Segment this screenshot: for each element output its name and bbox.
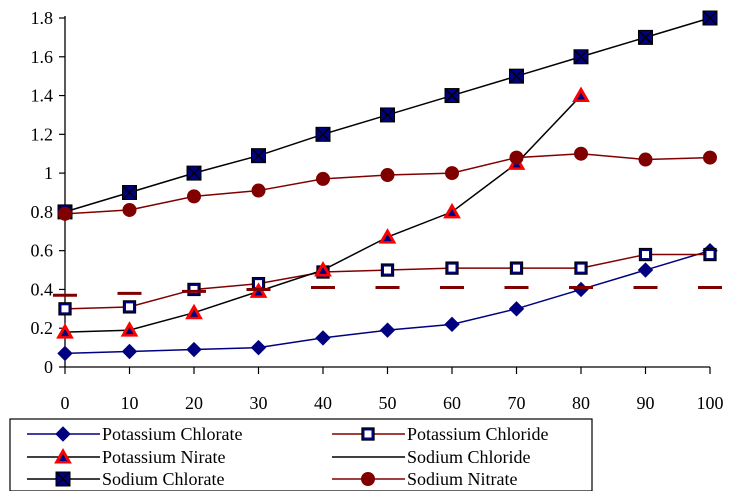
y-tick-label: 0.2 [31,318,54,338]
data-point-potassium-nirate [314,261,332,277]
data-point-sodium-nitrate [251,183,266,198]
series-line-sodium-nitrate [64,152,711,215]
series-lines [64,17,711,355]
y-tick-labels: 0 0.2 0.4 0.6 0.8 1 1.2 1.4 1.6 1.8 [31,8,54,377]
data-point-potassium-nirate [120,321,139,337]
legend-entry-potassium-nirate: Potassium Nirate [27,447,226,467]
legend-label: Potassium Chloride [407,424,549,444]
data-point-potassium-nirate [378,228,397,244]
data-point-potassium-chlorate [637,262,654,278]
data-point-potassium-chlorate [250,339,267,356]
data-point-potassium-nirate [56,323,74,339]
x-tick-label: 80 [572,393,590,413]
series-markers [53,10,722,362]
legend-entry-sodium-nitrate: Sodium Nitrate [332,469,518,489]
legend-marker [54,447,72,464]
x-tick-label: 60 [443,393,461,413]
data-point-potassium-chlorate [573,281,589,298]
data-point-sodium-chlorate [638,29,653,45]
data-point-sodium-chlorate [122,185,137,200]
axes-group [59,16,711,374]
data-point-sodium-chlorate [702,10,718,26]
data-point-sodium-nitrate [122,202,137,217]
data-point-potassium-nirate [572,86,590,103]
data-point-potassium-chloride [638,247,653,262]
x-tick-labels: 0 10 20 30 40 50 60 70 80 90 100 [61,393,724,413]
y-tick-label: 0.4 [31,279,54,299]
legend-label: Potassium Nirate [102,447,226,467]
data-point-potassium-chloride [122,300,137,314]
y-tick-label: 1.6 [31,47,54,67]
data-point-potassium-nirate [443,202,461,219]
data-point-potassium-chloride [574,261,588,275]
data-point-potassium-chloride [187,282,201,297]
x-tick-label: 0 [61,393,70,413]
data-point-potassium-nirate [185,303,203,320]
data-point-sodium-nitrate [187,189,201,204]
y-tick-label: 0.6 [31,241,54,261]
x-tick-label: 30 [250,393,268,413]
x-tick-label: 20 [185,393,203,413]
legend-marker [361,427,375,441]
legend-label: Sodium Chloride [407,447,531,467]
x-tick-label: 100 [697,393,724,413]
legend-label: Potassium Chlorate [102,424,243,444]
data-point-sodium-nitrate [445,166,459,181]
legend-label: Sodium Nitrate [407,469,518,489]
y-tick-label: 0 [44,357,53,377]
y-tick-label: 1 [44,163,53,183]
data-point-potassium-chloride [509,261,524,275]
legend-marker [55,471,71,487]
data-point-sodium-chlorate [251,148,266,164]
legend-label: Sodium Chlorate [102,469,225,489]
data-point-sodium-chlorate [444,88,460,104]
data-point-sodium-chlorate [315,126,331,142]
y-tick-label: 1.8 [31,8,54,28]
data-point-potassium-chlorate [315,330,331,346]
x-tick-label: 40 [314,393,332,413]
data-point-potassium-chlorate [186,341,202,358]
legend-entry-potassium-chlorate: Potassium Chlorate [27,424,243,444]
data-point-potassium-chlorate [508,301,525,317]
data-point-potassium-chlorate [57,345,73,362]
y-tick-label: 0.8 [31,202,54,222]
legend-marker [55,426,71,442]
legend-entry-sodium-chloride: Sodium Chloride [332,447,531,467]
y-tick-label: 1.4 [31,86,54,106]
data-point-sodium-chlorate [509,68,524,84]
data-point-sodium-chlorate [573,49,589,65]
data-point-potassium-chloride [58,302,72,316]
x-tick-label: 90 [637,393,655,413]
data-point-potassium-chlorate [379,322,396,338]
data-point-sodium-nitrate [509,150,524,165]
legend-box [9,418,593,492]
data-point-sodium-nitrate [58,206,72,221]
data-point-sodium-nitrate [380,168,395,183]
data-point-potassium-chlorate [444,316,460,333]
data-point-sodium-chlorate [186,165,202,181]
legend-entry-sodium-chlorate: Sodium Chlorate [27,469,225,489]
x-tick-label: 50 [379,393,397,413]
data-point-sodium-nitrate [574,146,588,161]
data-point-potassium-chlorate [121,343,138,360]
data-point-sodium-chlorate [380,107,395,123]
legend-entry-potassium-chloride: Potassium Chloride [332,424,549,444]
data-point-potassium-chloride [380,263,395,277]
series-line-potassium-chloride [64,253,710,310]
data-point-sodium-nitrate [316,171,330,186]
legend-marker [361,472,375,486]
legend: Potassium Chlorate Potassium Chloride Pota… [9,418,593,492]
y-tick-label: 1.2 [31,124,54,144]
data-point-potassium-chloride [445,261,459,275]
x-tick-label: 10 [121,393,139,413]
data-point-potassium-chloride [703,247,717,262]
data-point-sodium-nitrate [703,150,717,165]
x-tick-label: 70 [508,393,526,413]
data-point-sodium-nitrate [638,152,653,167]
